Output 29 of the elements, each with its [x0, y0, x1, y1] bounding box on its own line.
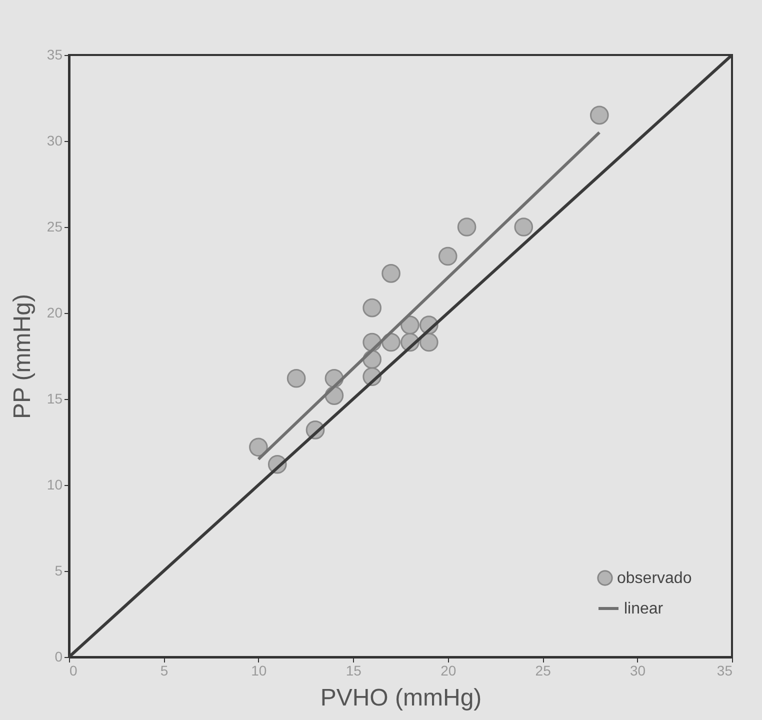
- point: [438, 246, 458, 266]
- point: [382, 264, 400, 283]
- legend-label: linear: [624, 600, 664, 618]
- x-tick-label: 25: [535, 662, 552, 678]
- y-tick-label: 35: [46, 46, 63, 62]
- y-tick-label: 10: [46, 476, 63, 492]
- x-axis-title: PVHO (mmHg): [320, 684, 482, 712]
- legend-label: observado: [617, 570, 692, 587]
- y-tick-label: 30: [46, 132, 63, 148]
- y-tick-label: 5: [54, 562, 63, 578]
- y-tick-label: 15: [46, 390, 63, 406]
- x-tick-label: 20: [440, 662, 456, 678]
- point: [249, 438, 268, 457]
- x-tick-label: 35: [716, 662, 733, 678]
- x-tick-label: 15: [346, 662, 362, 678]
- point: [420, 332, 438, 352]
- point: [514, 218, 534, 236]
- x-tick-label: 0: [70, 662, 78, 678]
- x-tick-label: 10: [251, 662, 267, 678]
- y-axis-title: PP (mmHg): [8, 294, 36, 419]
- point: [590, 106, 609, 125]
- point: [362, 298, 382, 318]
- point: [286, 368, 306, 388]
- y-tick-label: 0: [54, 648, 63, 664]
- point: [457, 218, 476, 236]
- y-tick-label: 20: [46, 304, 63, 320]
- y-tick-label: 25: [46, 218, 63, 234]
- x-tick-label: 5: [160, 662, 168, 678]
- x-tick-label: 30: [630, 662, 646, 678]
